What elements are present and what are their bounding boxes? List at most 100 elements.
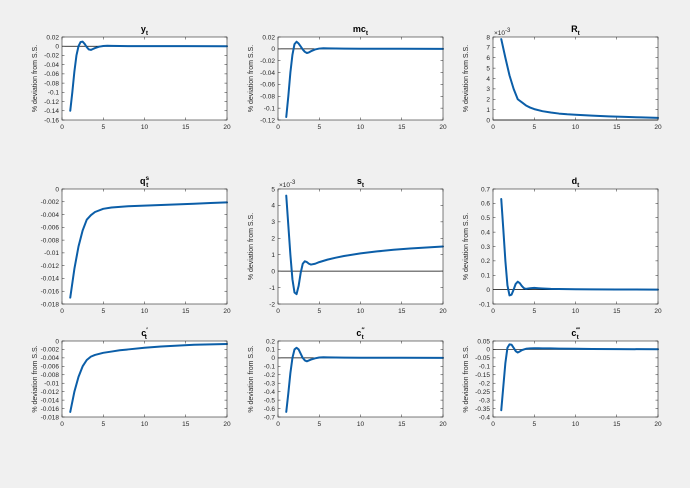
y-axis-label: % deviation from S.S. [248,45,255,112]
panel-title: Rt [571,24,581,37]
y-tick-label: -0.08 [260,94,275,101]
y-tick-label: -0.15 [475,372,490,379]
panel-title: st [357,176,365,189]
x-tick-label: 15 [398,124,406,131]
x-tick-label: 15 [613,308,621,315]
x-tick-label: 0 [491,124,495,131]
series-line [69,201,228,299]
y-tick-label: -0.016 [41,289,60,296]
y-axis-label: % deviation from S.S. [248,213,255,280]
y-tick-label: -0.018 [41,301,60,308]
axes-box [277,188,444,305]
panel-9: 0 5 10 15 20 -0.4-0.35 -0.3-0.25-0.2 -0.15-0.1 -… [463,327,662,428]
y-tick-label: 3 [271,219,275,226]
y-tick-label: -0.5 [264,397,276,404]
panel-6: 0 5 10 15 20-0.100.10.20.30.40.50.60.7dt% de… [463,176,662,315]
y-axis-label: % deviation from S.S. [463,345,470,412]
y-tick-label: -0.7 [264,414,276,421]
axes-box [61,188,228,305]
x-tick-label: 5 [532,124,536,131]
axes-box [277,340,444,418]
y-tick-label: 3 [486,86,490,93]
x-tick-label: 5 [317,421,321,428]
panel-title: mct [353,24,369,37]
axes-box [492,340,659,418]
x-tick-label: 20 [654,124,662,131]
x-tick-label: 15 [182,124,190,131]
series-line [500,343,659,412]
y-tick-label: 8 [486,34,490,41]
x-tick-label: 5 [317,124,321,131]
y-tick-label: 0.02 [262,34,275,41]
y-tick-label: -2 [269,301,275,308]
panel-1: 0 5 10 15 20 -0.16 -0.14 -0.12 -0.1 -0.08 -0.06 -0.… [32,24,231,131]
panel-4: 0 5 10 15 20 -0.018 -0.016 -0.014 -0.012 -0.01 -0.… [41,175,231,315]
y-tick-label: -0.012 [41,389,60,396]
axes-box [277,36,444,121]
y-tick-label: -0.25 [475,389,490,396]
y-tick-label: -0.3 [479,397,491,404]
plot-area [493,341,658,417]
y-tick-label: -0.008 [41,237,60,244]
y-tick-label: -0.01 [44,381,59,388]
panel-title: c′ t [141,327,148,341]
y-tick-label: -0.004 [41,212,60,219]
x-tick-label: 5 [532,421,536,428]
series-line [285,194,444,296]
y-tick-label: -0.08 [44,80,59,87]
panel-title: qs t [140,175,150,189]
y-exponent-label: ×10-3 [279,180,296,189]
y-tick-label: -0.018 [41,414,60,421]
y-tick-label: -0.1 [479,364,491,371]
y-tick-label: 2 [271,236,275,243]
y-tick-label: 0 [486,117,490,124]
x-tick-label: 0 [60,124,64,131]
x-tick-label: 0 [491,421,495,428]
axes-box [492,188,659,305]
y-tick-label: -0.12 [44,99,59,106]
series-line [285,40,444,119]
y-tick-label: 0.2 [266,338,275,345]
y-tick-label: 0.1 [481,273,490,280]
x-tick-label: 5 [101,421,105,428]
x-tick-label: 0 [276,124,280,131]
series-line [500,198,659,297]
y-tick-label: -0.4 [479,414,491,421]
series-line [500,38,659,119]
x-tick-label: 10 [357,124,365,131]
x-tick-label: 20 [439,421,447,428]
y-tick-label: -0.35 [475,406,490,413]
y-tick-label: 4 [486,76,490,83]
x-tick-label: 0 [60,421,64,428]
y-tick-label: -0.16 [44,117,59,124]
x-tick-label: 15 [613,421,621,428]
panel-title: dt [572,176,581,189]
y-tick-label: 0.6 [481,201,490,208]
y-axis-label: % deviation from S.S. [248,345,255,412]
y-tick-label: -0.04 [44,62,59,69]
y-tick-label: -0.002 [41,199,60,206]
y-tick-label: -0.006 [41,364,60,371]
axes-box [492,36,659,121]
panel-title: yt [141,24,149,37]
y-tick-label: 0 [486,347,490,354]
y-axis-label: % deviation from S.S. [463,45,470,112]
x-tick-label: 0 [276,421,280,428]
plot-area [62,37,227,120]
y-tick-label: -0.12 [260,117,275,124]
panel-title: c″ t [356,327,364,341]
y-tick-label: -0.002 [41,347,60,354]
y-axis-label: % deviation from S.S. [463,213,470,280]
y-tick-label: 7 [486,45,490,52]
plot-area [278,189,443,304]
x-tick-label: 15 [398,421,406,428]
x-tick-label: 5 [101,124,105,131]
y-tick-label: 0.4 [481,229,490,236]
panel-5: 0 5 10 15 20 -2 -1 0 1 2 3 4 5 ×10-3 st % deviation fro… [248,176,447,315]
y-tick-label: -0.2 [264,372,276,379]
series-line [285,346,444,413]
y-tick-label: 0 [271,355,275,362]
y-tick-label: 0 [271,46,275,53]
x-tick-label: 10 [572,421,580,428]
axes-box [61,36,228,121]
